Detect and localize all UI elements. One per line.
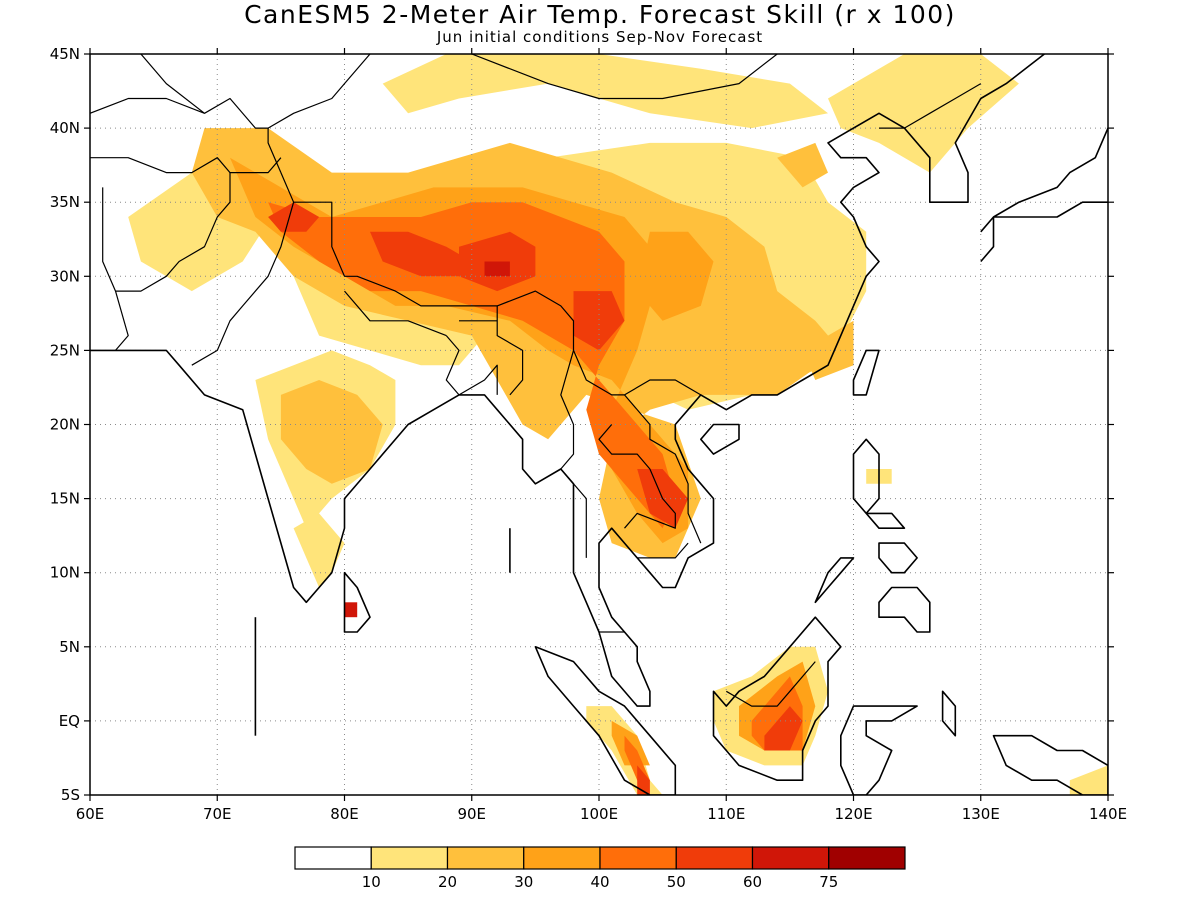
coastline-halmahera xyxy=(941,690,957,737)
colorbar-swatch xyxy=(828,846,906,870)
skill-region-tibet-hot-1 xyxy=(370,231,472,277)
axis-ticks: 60E 70E 80E 90E 100E 110E 120E 130E 140E 45N 40N 35… xyxy=(50,45,1127,823)
skill-region-sri-lanka-hot xyxy=(344,602,358,618)
skill-region-india-south xyxy=(293,513,345,588)
colorbar-label: 10 xyxy=(362,873,381,891)
border-borneo-internal xyxy=(725,661,816,707)
coastline-mindanao xyxy=(878,586,931,633)
border-afgh-pak-border xyxy=(115,172,231,292)
coastline-japan-kyushu-honshu xyxy=(980,126,1108,263)
skill-region-borneo-hot xyxy=(764,706,803,751)
y-tick-label: 25N xyxy=(50,341,80,359)
x-tick-label: 140E xyxy=(1089,805,1127,823)
border-cambodia xyxy=(637,542,689,559)
colorbar-swatch xyxy=(599,846,677,870)
skill-region-kashmir-hot xyxy=(268,202,320,232)
skill-region-tibet-core xyxy=(268,202,676,529)
y-tick-label: EQ xyxy=(59,712,80,730)
y-tick-label: 30N xyxy=(50,267,80,285)
border-layer xyxy=(90,54,982,707)
border-central-asia-south xyxy=(90,157,282,174)
border-laos-vietnam xyxy=(624,394,702,544)
border-iran-afgh-pak xyxy=(102,187,129,351)
x-tick-label: 60E xyxy=(76,805,105,823)
border-mongolia-china xyxy=(471,54,779,100)
colorbar-swatch xyxy=(751,846,830,870)
x-tick-label: 90E xyxy=(457,805,486,823)
colorbar-swatch xyxy=(294,846,372,870)
skill-region-northeast-patch xyxy=(777,142,828,188)
x-tick-label: 120E xyxy=(834,805,872,823)
colorbar: 10 20 30 40 50 60 75 xyxy=(294,846,906,891)
x-tick-label: 110E xyxy=(707,805,745,823)
colorbar-swatch xyxy=(370,846,449,870)
border-india-east xyxy=(496,305,524,396)
border-central-asia-north xyxy=(90,54,371,129)
y-tick-label: 5N xyxy=(59,638,80,656)
x-tick-label: 100E xyxy=(580,805,618,823)
x-tick-label: 80E xyxy=(330,805,359,823)
y-tick-label: 20N xyxy=(50,416,80,434)
colorbar-label: 50 xyxy=(667,873,686,891)
border-kazakh-inner xyxy=(140,54,205,114)
skill-region-tibet-hot-2 xyxy=(459,231,536,292)
map-subtitle: Jun initial conditions Sep-Nov Forecast xyxy=(436,28,764,46)
y-tick-label: 10N xyxy=(50,564,80,582)
border-bangladesh xyxy=(445,335,498,396)
colorbar-label: 40 xyxy=(590,873,609,891)
skill-region-tibet-max xyxy=(484,261,510,277)
coastline-palawan xyxy=(814,557,855,604)
colorbar-swatch xyxy=(675,846,754,870)
border-myanmar-east xyxy=(560,350,587,558)
y-tick-label: 45N xyxy=(50,45,80,63)
colorbar-swatch xyxy=(523,846,601,870)
colorbar-label: 30 xyxy=(514,873,533,891)
coastline-visayas xyxy=(878,542,918,574)
colorbar-label: 20 xyxy=(438,873,457,891)
skill-region-sumatra-core xyxy=(624,735,650,781)
coastline-sumatra xyxy=(534,645,677,795)
coastline-borneo xyxy=(712,616,842,782)
colorbar-swatch xyxy=(446,846,525,870)
x-tick-label: 130E xyxy=(962,805,1000,823)
border-china-india-nepal xyxy=(293,201,702,396)
coastline-java-west xyxy=(663,810,701,825)
colorbar-label: 60 xyxy=(743,873,762,891)
coastline-taiwan xyxy=(852,349,880,396)
coastline-sri-lanka xyxy=(343,571,371,633)
y-tick-label: 35N xyxy=(50,193,80,211)
border-nepal-south xyxy=(344,290,447,337)
x-tick-label: 70E xyxy=(203,805,232,823)
coastline-mainland xyxy=(90,54,1045,707)
border-india-pak-border xyxy=(191,172,295,366)
coastline-hokkaido xyxy=(1107,54,1108,99)
skill-region-new-guinea-east xyxy=(1069,765,1108,795)
skill-region-mongolia-north xyxy=(382,54,828,129)
coastline-luzon xyxy=(852,438,906,530)
colorbar-label: 75 xyxy=(819,873,838,891)
coastline-sulawesi xyxy=(839,705,918,795)
y-tick-label: 5S xyxy=(61,786,80,804)
skill-region-india-patch xyxy=(280,380,383,484)
skill-region-manchuria-korea xyxy=(828,54,1019,173)
border-thai-laos xyxy=(598,424,676,529)
coastline-hainan xyxy=(699,423,740,455)
y-tick-label: 15N xyxy=(50,490,80,508)
coastline-layer xyxy=(90,54,1108,825)
skill-region-sumatra-hot xyxy=(637,765,650,795)
skill-region-yunnan-hot xyxy=(573,291,625,351)
coastline-new-guinea xyxy=(992,734,1108,795)
border-china-west xyxy=(267,128,282,173)
map-title: CanESM5 2-Meter Air Temp. Forecast Skill… xyxy=(244,0,956,29)
y-tick-label: 40N xyxy=(50,119,80,137)
border-china-korea xyxy=(879,83,982,129)
